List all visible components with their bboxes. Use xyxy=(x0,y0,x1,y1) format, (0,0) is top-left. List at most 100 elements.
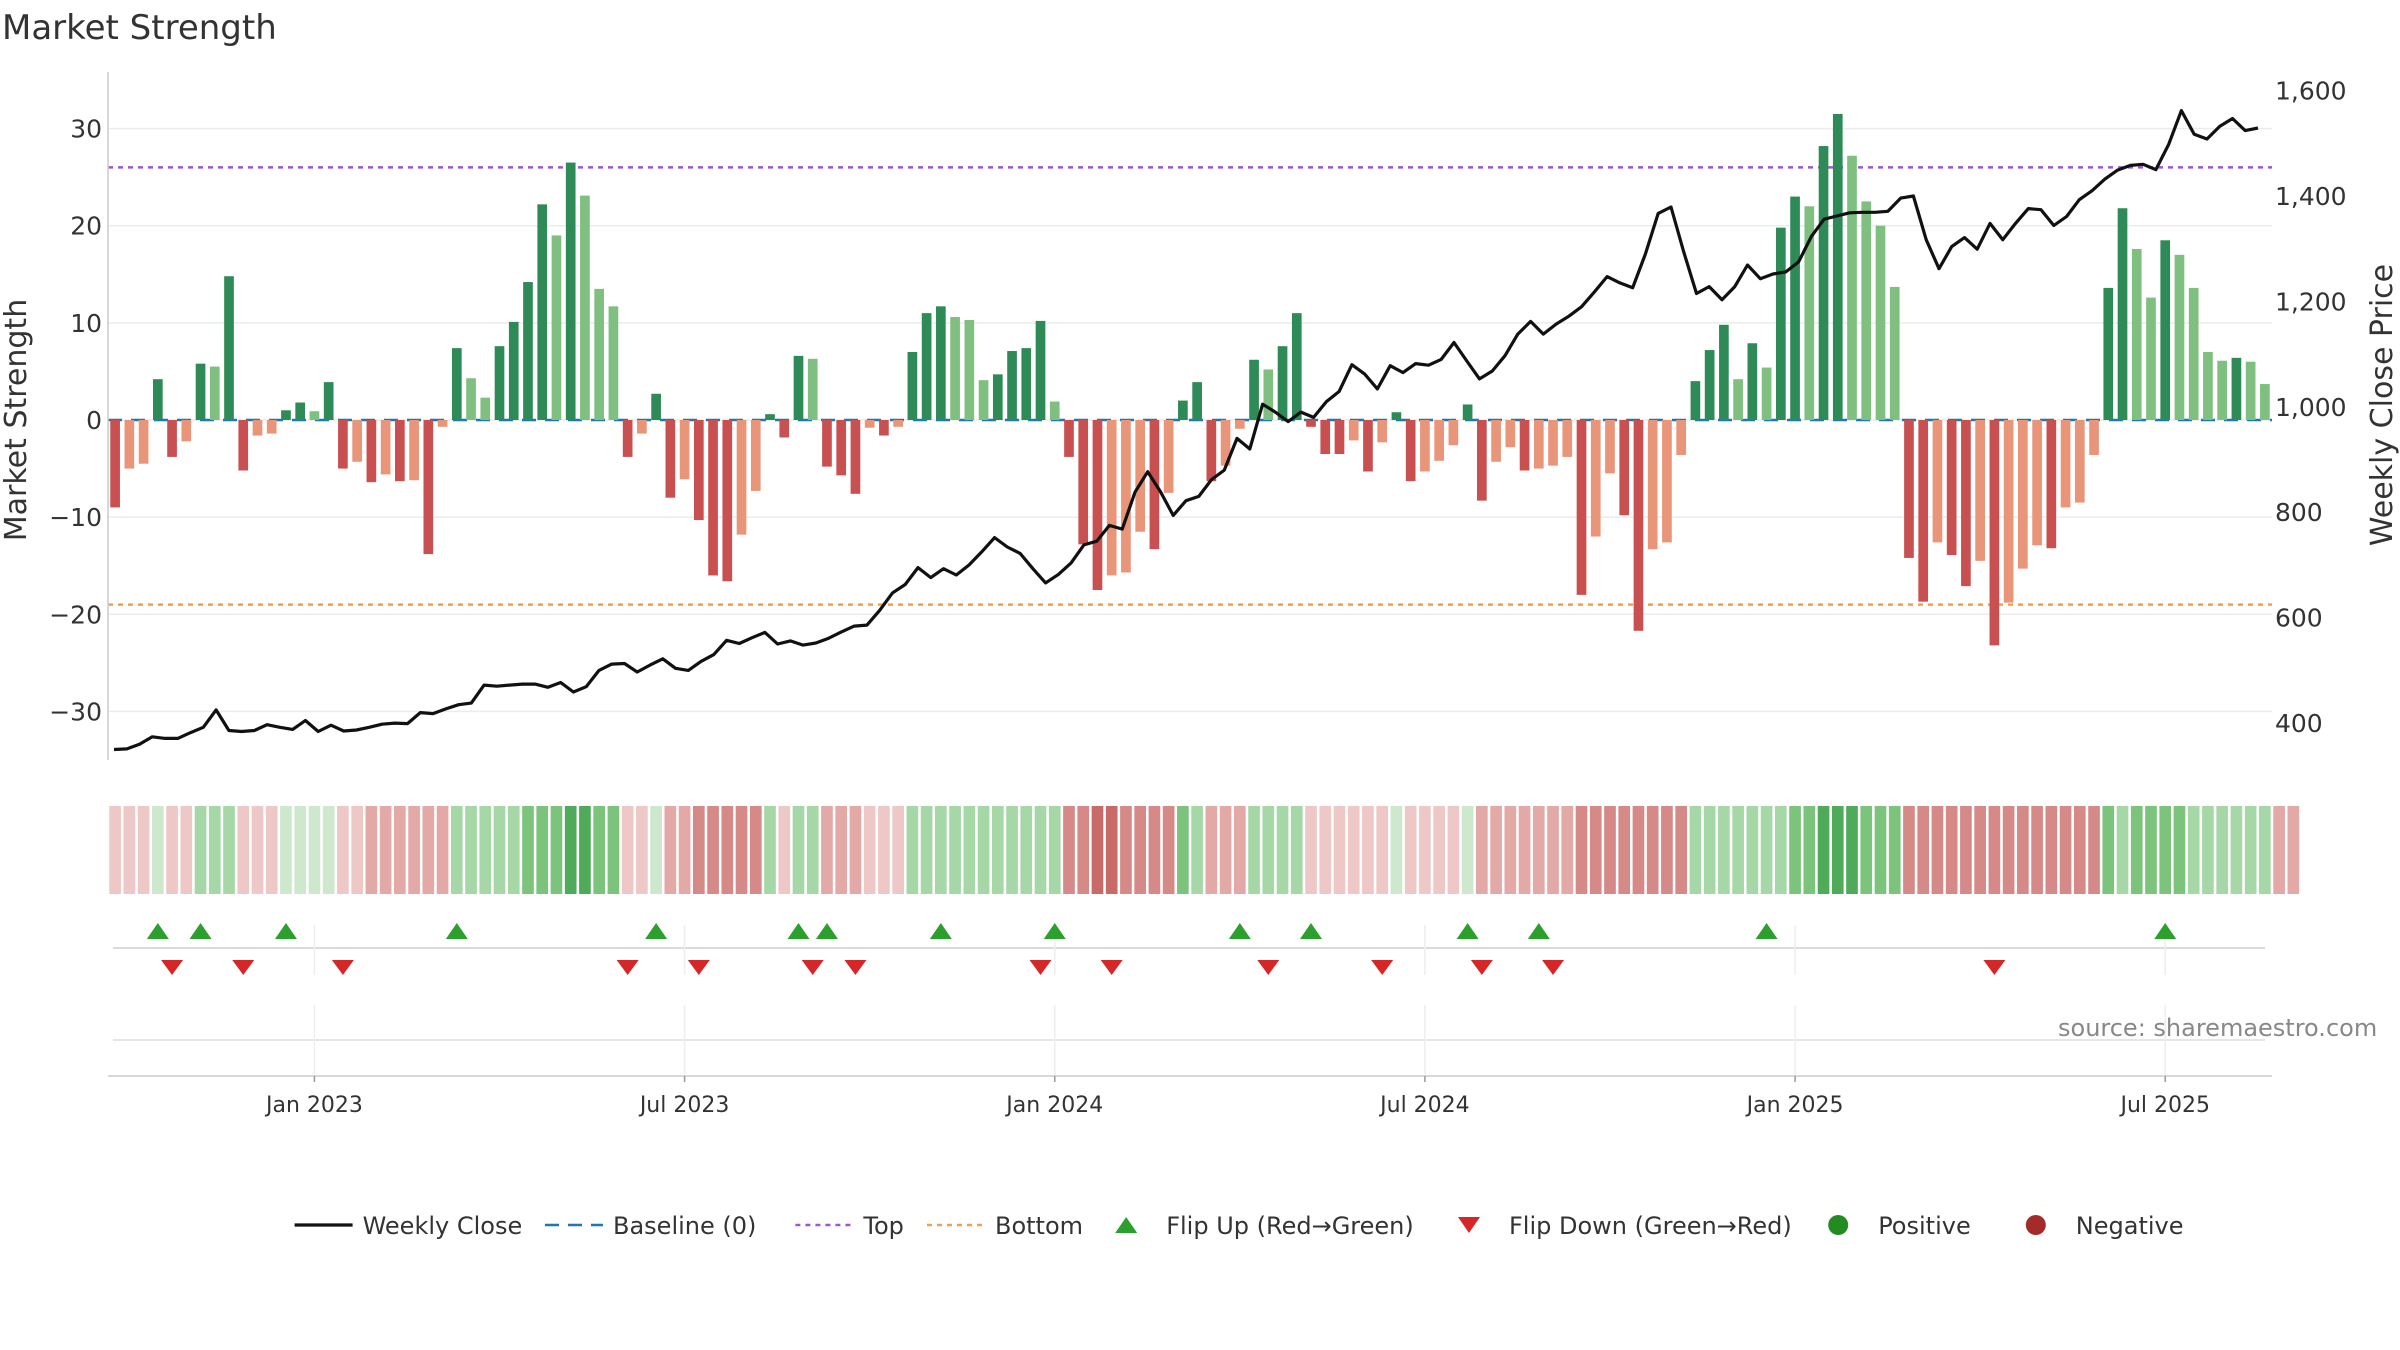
heat-strip-cell xyxy=(692,806,705,894)
strength-bar xyxy=(693,420,704,521)
heat-strip-cell xyxy=(1846,806,1858,894)
heat-strip-cell xyxy=(2031,806,2043,894)
heat-strip-cell xyxy=(607,806,620,894)
strength-bar xyxy=(722,420,733,582)
strength-bar xyxy=(893,420,903,427)
heat-strip-cell xyxy=(1433,806,1445,894)
strength-bar xyxy=(1533,420,1544,469)
strength-bar xyxy=(1206,420,1217,482)
heat-strip-cell xyxy=(1333,806,1346,894)
heat-strip-cell xyxy=(2116,806,2129,894)
flip-down-marker xyxy=(1257,960,1280,975)
y-tick-label: −20 xyxy=(49,600,102,629)
y2-tick-label: 1,400 xyxy=(2275,182,2347,211)
strength-bar xyxy=(380,420,391,475)
strength-bar xyxy=(750,420,761,491)
heat-strip-cell xyxy=(1290,806,1303,894)
heat-strip-cell xyxy=(2059,806,2072,894)
heat-strip-cell xyxy=(1020,806,1033,894)
flip-down-marker xyxy=(1371,960,1394,975)
heat-strip-cell xyxy=(465,806,477,894)
strength-bar xyxy=(352,420,362,462)
strength-bar xyxy=(1804,206,1815,420)
strength-bar xyxy=(152,379,163,420)
strength-bar xyxy=(836,420,847,476)
y2-tick-label: 400 xyxy=(2275,709,2323,738)
heat-strip-cell xyxy=(1504,806,1517,894)
strength-bar xyxy=(2131,249,2142,420)
strength-bar xyxy=(1434,420,1444,461)
strength-bar xyxy=(651,393,661,420)
heat-strip-cell xyxy=(1347,806,1360,894)
heat-strip-cell xyxy=(1248,806,1260,894)
strength-bar xyxy=(1918,420,1929,602)
y-tick-label: 20 xyxy=(70,212,102,241)
heat-strip-cell xyxy=(664,806,677,894)
heat-strip-cell xyxy=(1518,806,1531,894)
heat-strip-cell xyxy=(1532,806,1545,894)
heat-strip-cell xyxy=(735,806,748,894)
y2-tick-label: 1,000 xyxy=(2275,393,2347,422)
heat-strip-cell xyxy=(764,806,776,894)
heat-strip-cell xyxy=(180,806,193,894)
heat-strip-cell xyxy=(1233,806,1246,894)
heat-strip-cell xyxy=(422,806,435,894)
strength-bar xyxy=(1163,420,1174,493)
strength-bar xyxy=(1975,420,1985,561)
heat-strip-cell xyxy=(1120,806,1132,894)
strength-bar xyxy=(565,162,576,421)
strength-bar xyxy=(2003,420,2014,603)
strength-bar xyxy=(2089,420,2099,455)
strength-bar xyxy=(1775,227,1786,420)
heat-strip-cell xyxy=(1376,806,1389,894)
strength-bar xyxy=(1277,346,1288,420)
y-tick-label: 0 xyxy=(86,406,102,435)
heat-strip-cell xyxy=(351,806,363,894)
strength-bar xyxy=(124,420,135,469)
heat-strip-cell xyxy=(1817,806,1830,894)
strength-bar xyxy=(1363,420,1373,472)
flip-down-marker xyxy=(1983,960,2006,975)
flip-up-marker xyxy=(274,923,297,939)
strength-bar xyxy=(1405,420,1416,482)
heat-strip-cell xyxy=(1945,806,1958,894)
strength-bar xyxy=(1505,420,1516,448)
heat-strip-cell xyxy=(151,806,164,894)
heat-strip-cell xyxy=(1404,806,1417,894)
heat-strip-cell xyxy=(821,806,833,894)
heat-strip-cell xyxy=(2173,806,2186,894)
flip-down-marker xyxy=(844,960,867,975)
strength-bar xyxy=(1092,420,1103,590)
y2-tick-label: 600 xyxy=(2275,604,2323,633)
heat-strip-cell xyxy=(721,806,734,894)
strength-bar xyxy=(366,420,377,483)
strength-bar xyxy=(338,420,348,469)
strength-bar xyxy=(1064,420,1074,457)
heat-strip-cell xyxy=(636,806,648,894)
strength-bar xyxy=(1263,369,1274,420)
heat-strip-cell xyxy=(550,806,563,894)
strength-bar xyxy=(2146,297,2156,420)
heat-strip-cell xyxy=(2216,806,2229,894)
strength-bar xyxy=(2046,420,2057,549)
heat-strip-cell xyxy=(1618,806,1631,894)
heat-strip-cell xyxy=(2202,806,2214,894)
strength-bar xyxy=(1647,420,1658,550)
heat-strip-cell xyxy=(1746,806,1759,894)
strength-bar xyxy=(1391,412,1402,420)
y2-tick-label: 1,200 xyxy=(2275,287,2347,316)
strength-bar xyxy=(1306,420,1316,427)
legend-swatch-flip-down-icon xyxy=(1458,1217,1480,1233)
heat-strip-cell xyxy=(237,806,250,894)
strength-bar xyxy=(765,414,775,420)
heat-strip-cell xyxy=(1661,806,1673,894)
heat-strip-cell xyxy=(337,806,349,894)
legend-label: Negative xyxy=(2076,1212,2184,1240)
strength-bar xyxy=(2160,240,2171,420)
heat-strip-cell xyxy=(1305,806,1317,894)
strength-bar xyxy=(523,282,533,420)
strength-bar xyxy=(1448,420,1459,446)
strength-bar xyxy=(1676,420,1687,455)
strength-bar xyxy=(451,348,462,420)
flip-down-marker xyxy=(1100,960,1123,975)
